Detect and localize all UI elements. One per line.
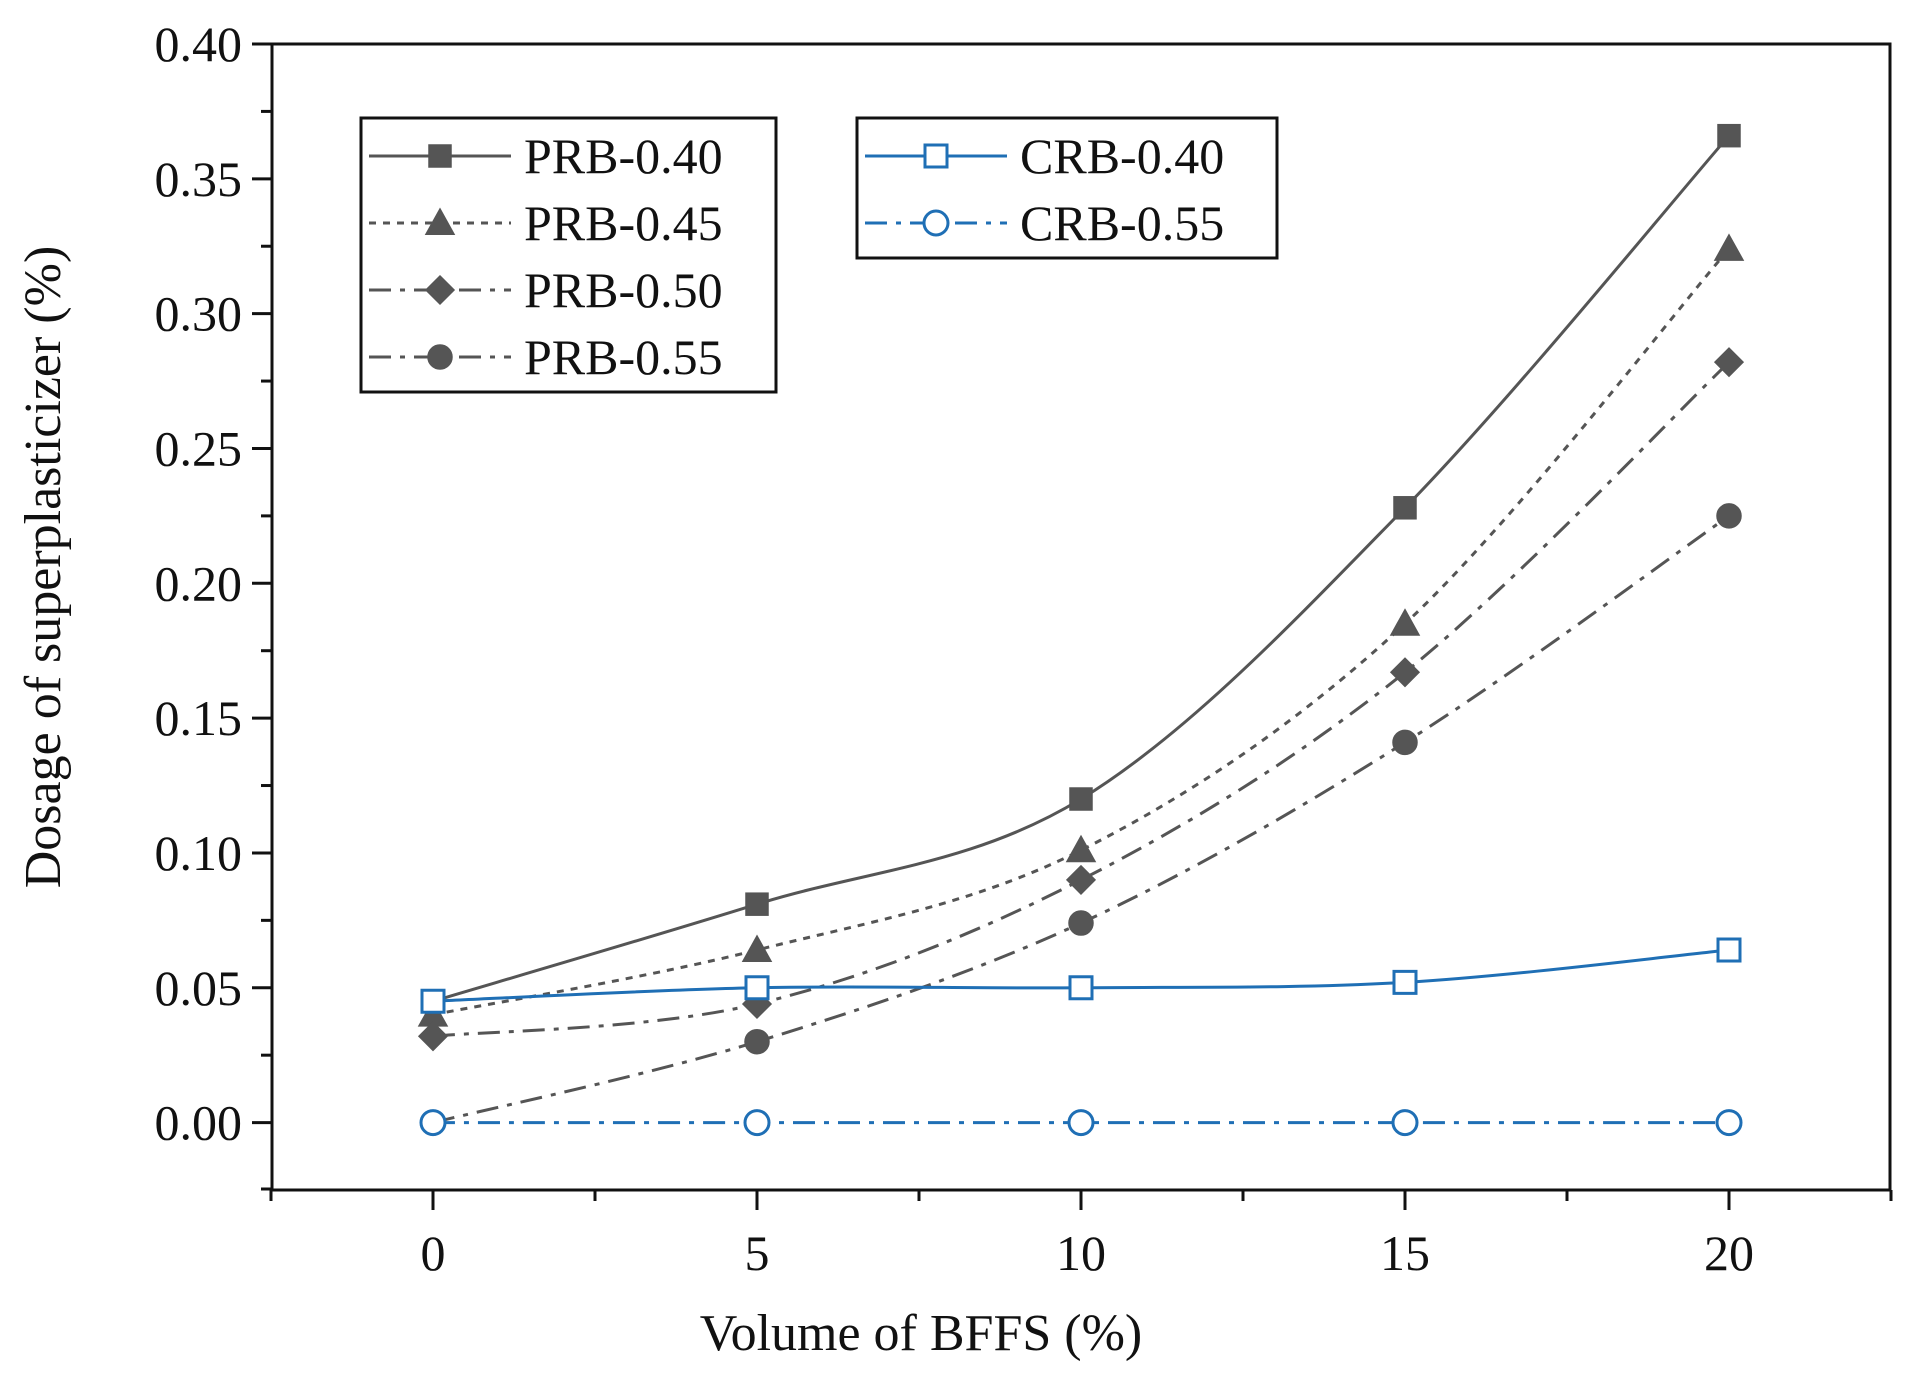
data-point-CRB-0.55 [1391, 1109, 1419, 1137]
data-point-CRB-0.40 [1392, 969, 1418, 995]
legend-label: PRB-0.55 [524, 329, 723, 385]
y-tick-label: 0.25 [155, 420, 243, 476]
data-point-CRB-0.40 [744, 975, 770, 1001]
data-point-PRB-0.50 [1713, 347, 1745, 378]
legend-marker-PRB-0.55 [427, 344, 453, 370]
data-point-CRB-0.40 [1068, 975, 1094, 1001]
data-point-PRB-0.40 [745, 892, 769, 916]
data-point-PRB-0.45 [1065, 834, 1097, 863]
data-point-PRB-0.55 [744, 1028, 770, 1055]
data-point-PRB-0.50 [417, 1021, 449, 1052]
x-tick-label: 15 [1380, 1225, 1430, 1281]
y-axis-title: Dosage of superplasticizer (%) [15, 246, 72, 889]
legend-marker-PRB-0.45 [424, 207, 456, 235]
data-point-CRB-0.55 [1067, 1109, 1095, 1137]
y-tick-label: 0.15 [155, 690, 243, 746]
x-tick-label: 5 [745, 1225, 770, 1281]
data-point-PRB-0.55 [1716, 503, 1742, 529]
data-point-PRB-0.55 [1068, 910, 1094, 936]
legend-label: CRB-0.40 [1020, 128, 1224, 184]
plot-layer [417, 123, 1745, 1137]
y-tick-label: 0.30 [155, 286, 243, 342]
axes-layer: 0.00 0.05 0.10 0.15 0.20 0.25 0.30 0.35 0.40 0 5 10… [155, 16, 1893, 1281]
legend-marker-CRB-0.55 [922, 209, 950, 237]
legend-marker-CRB-0.40 [923, 143, 949, 169]
x-axis-title: Volume of BFFS (%) [700, 1305, 1143, 1362]
data-point-PRB-0.40 [1393, 496, 1417, 520]
y-tick-label: 0.10 [155, 825, 243, 881]
x-tick-label: 0 [421, 1225, 446, 1281]
legend-layer: PRB-0.40 PRB-0.45 PRB-0.50 PRB-0.55 CRB-0.40… [359, 116, 1279, 394]
legend-marker-PRB-0.50 [424, 274, 456, 306]
data-point-CRB-0.55 [419, 1109, 447, 1137]
data-point-PRB-0.45 [1713, 233, 1745, 261]
data-point-CRB-0.55 [1715, 1109, 1743, 1137]
y-tick-label: 0.20 [155, 555, 243, 611]
data-point-PRB-0.50 [1065, 864, 1097, 895]
series-line-PRB-0.40 [432, 134, 1731, 1003]
data-point-PRB-0.55 [1392, 729, 1418, 756]
data-point-PRB-0.45 [1389, 608, 1421, 636]
data-point-CRB-0.40 [420, 988, 446, 1014]
y-tick-label: 0.00 [155, 1095, 243, 1151]
series-line-PRB-0.50 [432, 361, 1731, 1038]
y-tick-label: 0.05 [155, 960, 243, 1016]
x-tick-label: 20 [1704, 1225, 1754, 1281]
data-point-PRB-0.50 [1389, 657, 1421, 688]
data-point-PRB-0.45 [741, 934, 773, 962]
y-tick-label: 0.40 [155, 16, 243, 72]
x-tick-label: 10 [1056, 1225, 1106, 1281]
legend-label: PRB-0.45 [524, 195, 723, 251]
y-tick-label: 0.35 [155, 151, 243, 207]
data-point-PRB-0.40 [1717, 123, 1741, 148]
data-point-CRB-0.40 [1716, 937, 1742, 963]
data-point-CRB-0.55 [743, 1109, 771, 1137]
data-point-PRB-0.40 [1069, 787, 1093, 811]
series-line-PRB-0.45 [432, 247, 1731, 1017]
legend-label: PRB-0.50 [524, 262, 723, 318]
legend-box [855, 116, 1279, 260]
legend-label: CRB-0.55 [1020, 195, 1224, 251]
legend-label: PRB-0.40 [524, 128, 723, 184]
legend-marker-PRB-0.40 [428, 144, 452, 168]
